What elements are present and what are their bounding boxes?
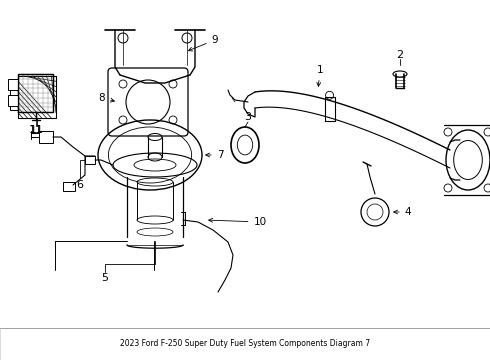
Text: 2: 2 [396, 50, 404, 60]
Text: 6: 6 [76, 180, 83, 190]
Text: 1: 1 [317, 65, 323, 86]
FancyBboxPatch shape [0, 328, 490, 360]
Text: 8: 8 [98, 93, 114, 103]
FancyBboxPatch shape [18, 74, 53, 112]
FancyBboxPatch shape [8, 95, 18, 106]
Text: 10: 10 [209, 217, 267, 227]
Text: 9: 9 [189, 35, 219, 51]
Text: 5: 5 [101, 273, 108, 283]
Text: 4: 4 [393, 207, 411, 217]
Text: 11: 11 [30, 125, 44, 135]
Text: 7: 7 [206, 150, 223, 160]
Text: 11: 11 [28, 125, 43, 135]
Text: 2023 Ford F-250 Super Duty Fuel System Components Diagram 7: 2023 Ford F-250 Super Duty Fuel System C… [120, 339, 370, 348]
Text: 3: 3 [245, 112, 251, 122]
FancyBboxPatch shape [8, 79, 18, 90]
